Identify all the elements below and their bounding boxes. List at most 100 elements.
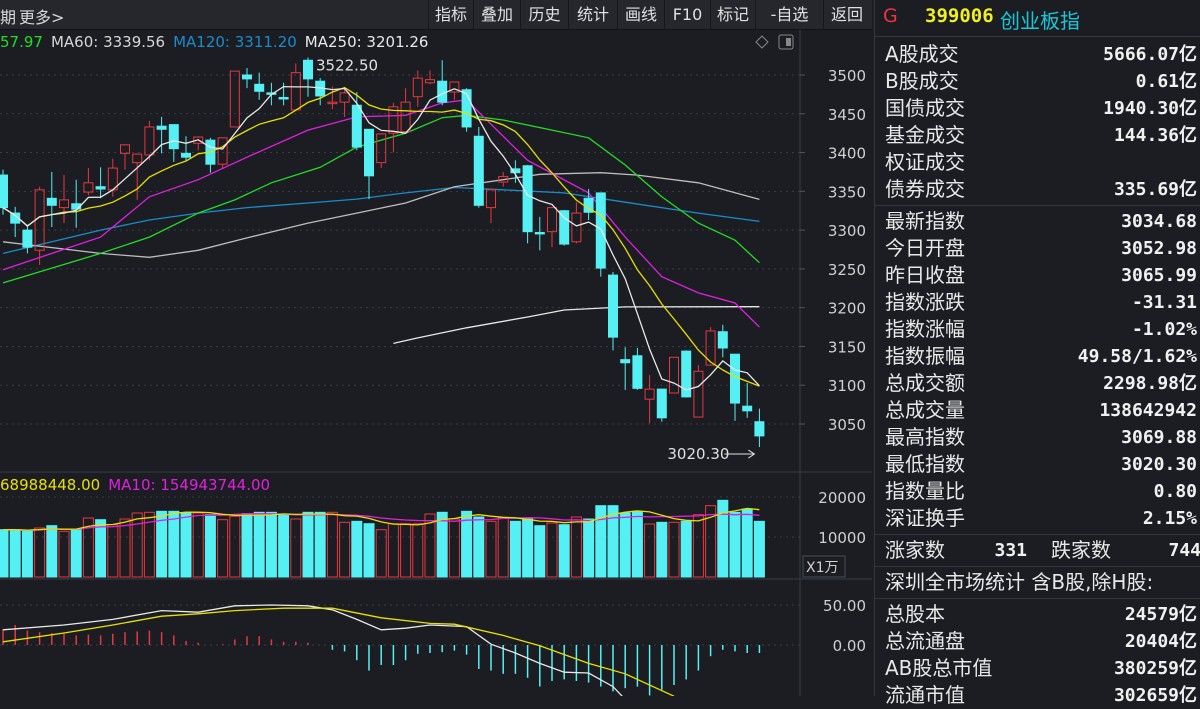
advance-count: 331 [994, 540, 1027, 561]
candle-body [95, 186, 106, 190]
index-stat-row: 总成交额 2298.98亿 [875, 370, 1197, 397]
index-stat-row: 指数振幅 49.58/1.62% [875, 343, 1197, 370]
row-value: 5666.07亿 [1103, 44, 1197, 65]
legend-ma_fragment: 57.97 [0, 33, 43, 51]
toolbar-button[interactable]: 历史 [520, 0, 568, 29]
market-flag: G [883, 5, 898, 27]
volume-bar [461, 510, 473, 578]
candle-body [327, 101, 338, 105]
row-value: -31.31 [1131, 292, 1197, 313]
panel-toggle-icon-fill [786, 38, 791, 46]
volume-bar [753, 520, 765, 578]
row-label: 总成交量 [885, 398, 965, 422]
ma20-line [2, 99, 760, 328]
candle [168, 124, 179, 162]
candle [742, 382, 753, 418]
ma120-line [2, 186, 760, 255]
candle [364, 128, 374, 200]
row-label: 权证成交 [885, 150, 965, 174]
candle-body [473, 135, 484, 206]
candle-body [156, 125, 167, 130]
divider [875, 566, 1200, 567]
candle-body [547, 207, 557, 233]
row-label: 总成交额 [885, 371, 965, 395]
legend-ma120: MA120: 3311.20 [173, 33, 297, 51]
diamond-icon[interactable] [755, 35, 769, 49]
candle [425, 70, 435, 85]
period-label[interactable]: 期 [0, 8, 17, 27]
candle-body [644, 388, 655, 400]
candle [83, 168, 94, 196]
toolbar-button[interactable]: 指标 [428, 0, 473, 29]
candle [46, 171, 57, 228]
legend-vol-ma10: MA10: 154943744.00 [108, 476, 270, 494]
volume-bar [143, 511, 155, 578]
row-value: 380259亿 [1113, 658, 1197, 679]
candle-body [388, 106, 399, 134]
index-stat-row: 今日开盘 3052.98 [875, 235, 1197, 262]
volume-bar [631, 510, 643, 578]
candle-body [59, 199, 69, 209]
index-stat-row: 昨日收盘 3065.99 [875, 262, 1197, 289]
row-label: 深证换手 [885, 506, 965, 530]
candle-body [376, 133, 387, 164]
candle [59, 175, 69, 224]
toolbar-button[interactable]: 叠加 [473, 0, 520, 29]
row-label: 国债成交 [885, 96, 965, 120]
volume-bar [522, 518, 534, 578]
candle [522, 164, 533, 244]
volume-bar [363, 523, 375, 578]
candle-body [400, 101, 411, 133]
turnover-row: 国债成交 1940.30亿 [875, 95, 1197, 122]
candle-body [217, 137, 228, 165]
price-tick-label: 3450 [828, 106, 866, 124]
market-stats-title: 深圳全市场统计 含B股,除H股: [875, 569, 1197, 596]
toolbar-button[interactable]: 返回 [823, 0, 870, 29]
ma-legend: 57.97 MA60: 3339.56 MA120: 3311.20 MA250: 3… [0, 33, 428, 51]
index-stat-row: 指数涨幅 -1.02% [875, 316, 1197, 343]
panel-toggle-icon[interactable] [778, 34, 794, 50]
volume-bar [82, 517, 94, 578]
toolbar-button[interactable]: F10 [664, 0, 710, 29]
candle-body [656, 388, 667, 419]
candle-body [559, 210, 570, 245]
volume-bar [119, 518, 131, 578]
candle-body [681, 350, 692, 398]
toolbar-button[interactable]: 标记 [710, 0, 755, 29]
price-tick-label: 3300 [828, 222, 866, 240]
ma30-line [2, 114, 760, 284]
kline-chart[interactable]: 3500 3450 3400 3350 3300 3250 3200 3150 3100 3050… [0, 0, 872, 696]
row-label: B股成交 [885, 69, 959, 93]
candle [229, 70, 240, 128]
candle-body [705, 330, 716, 366]
volume-bar [546, 522, 558, 578]
candle [376, 133, 387, 169]
volume-bar [339, 521, 351, 578]
volume-bar [387, 523, 399, 578]
panel-header: G 399006 创业板指 [875, 0, 1200, 37]
toolbar-button[interactable]: 统计 [568, 0, 617, 29]
candle-body [22, 229, 33, 248]
low-arrow-icon [724, 449, 756, 459]
candle [266, 82, 277, 106]
legend-ma60: MA60: 3339.56 [51, 33, 165, 51]
volume-bar [70, 528, 82, 578]
candle-body [486, 189, 496, 209]
volume-bar [241, 513, 253, 578]
index-stat-row: 总成交量 138642942 [875, 397, 1197, 424]
toolbar-button[interactable]: -自选 [755, 0, 823, 29]
volume-bar [619, 512, 631, 578]
volume-unit-box [802, 555, 846, 578]
toolbar-button[interactable]: 画线 [617, 0, 664, 29]
candle [205, 137, 216, 173]
turnover-row: B股成交 0.61亿 [875, 68, 1197, 95]
more-menu[interactable]: 更多> [19, 8, 65, 27]
row-value: 1940.30亿 [1103, 98, 1197, 119]
market-stat-row: AB股总市值 380259亿 [875, 655, 1197, 682]
candle [632, 348, 643, 390]
row-value: 3065.99 [1121, 265, 1197, 286]
volume-bar [192, 512, 204, 578]
row-value: 335.69亿 [1113, 179, 1197, 200]
candle-body [83, 182, 94, 193]
volume-bar [412, 523, 424, 578]
